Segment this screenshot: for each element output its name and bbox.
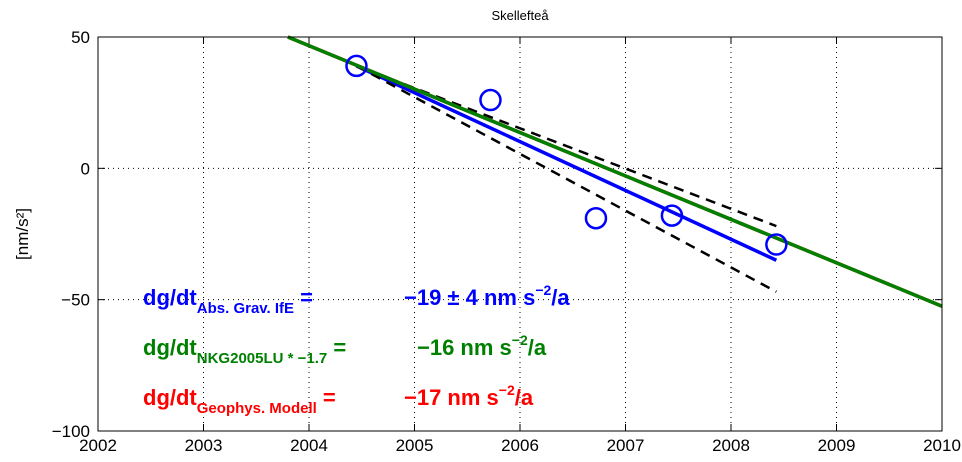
- plot-frame: [97, 36, 943, 432]
- x-tick-label: 2008: [712, 436, 750, 455]
- observation-point: [765, 233, 788, 256]
- x-tick-label: 2009: [818, 436, 856, 455]
- y-tick-label: −50: [61, 291, 90, 310]
- y-tick-label: −100: [52, 422, 90, 441]
- annotation-value: −16 nm s−2/a: [417, 332, 547, 360]
- x-tick-label: 2010: [923, 436, 961, 455]
- x-tick-label: 2006: [501, 436, 539, 455]
- x-tick-label: 2004: [290, 436, 328, 455]
- series-line-3: [355, 64, 777, 293]
- annotation-value: −19 ± 4 nm s−2/a: [404, 282, 570, 310]
- observation-point: [584, 206, 608, 230]
- grid: [97, 36, 943, 432]
- series-lines: [287, 35, 943, 308]
- observation-point: [479, 88, 502, 112]
- x-tick-label: 2002: [79, 436, 117, 455]
- x-tick-label: 2005: [396, 436, 434, 455]
- x-tick-label: 2007: [607, 436, 645, 455]
- series-line-5: [287, 35, 943, 308]
- y-axis-label: [nm/s²]: [13, 208, 32, 260]
- series-line-1: [355, 64, 778, 262]
- x-tick-label: 2003: [185, 436, 223, 455]
- y-tick-label: 0: [81, 159, 90, 178]
- annotation-value: −17 nm s−2/a: [404, 382, 534, 410]
- chart-title: Skellefteå: [491, 8, 549, 23]
- annotation-label: dg/dtAbs. Grav. IfE =: [143, 285, 313, 317]
- annotation-label: dg/dtGeophys. Modell =: [143, 385, 336, 417]
- observation-point: [660, 204, 684, 227]
- annotations: dg/dtAbs. Grav. IfE = −19 ± 4 nm s−2/a dg…: [143, 282, 570, 417]
- observation-markers: [345, 54, 788, 256]
- tick-labels: 2002 2003 2004 2005 2006 2007 2008 2009 2010 50 0 −…: [52, 28, 961, 455]
- y-tick-label: 50: [71, 28, 90, 47]
- annotation-label: dg/dtNKG2005LU * −1.7 =: [143, 335, 346, 367]
- observation-point: [345, 54, 368, 78]
